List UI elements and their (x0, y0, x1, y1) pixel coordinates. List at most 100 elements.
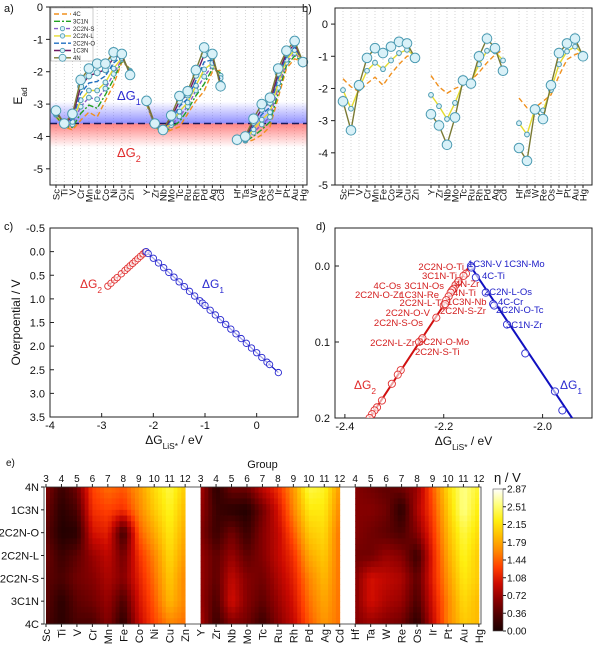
heat-cell (355, 538, 360, 545)
heat-cell (389, 572, 395, 579)
heat-cell (115, 538, 120, 545)
heat-cell (382, 492, 387, 499)
heat-cell (304, 606, 310, 613)
heat-cell (289, 612, 294, 619)
heat-cell (320, 584, 325, 591)
x-tick-label-Cr: Cr (87, 629, 99, 641)
heat-cell (436, 572, 441, 579)
heat-cell (223, 532, 229, 539)
heat-cell (324, 566, 329, 574)
heat-cell (301, 566, 306, 574)
heat-cell (335, 606, 341, 613)
panel-label-d: d) (316, 221, 326, 233)
heat-cell (138, 544, 144, 551)
heat-cell (84, 595, 89, 602)
heat-cell (76, 595, 82, 602)
heat-cell (219, 589, 225, 596)
heat-cell (281, 584, 287, 591)
heat-cell (204, 544, 209, 551)
heat-cell (289, 566, 294, 574)
heat-cell (297, 538, 302, 545)
heat-cell (208, 487, 213, 494)
heat-cell (382, 561, 387, 568)
heat-cell (378, 595, 383, 602)
heat-cell (231, 504, 236, 511)
heat-cell (459, 526, 464, 534)
data-point (489, 42, 501, 54)
heat-cell (444, 566, 449, 574)
heat-cell (115, 578, 120, 585)
heat-cell (84, 492, 89, 499)
group-tick-label: 8 (414, 474, 420, 485)
heat-cell (204, 515, 209, 522)
heat-cell (467, 515, 472, 522)
x-tick-label-Hg: Hg (298, 189, 309, 201)
data-point (170, 273, 178, 281)
heat-cell (204, 498, 209, 505)
heat-cell (266, 526, 271, 534)
point-label: 2C2N-S-Ti (415, 347, 460, 358)
heat-cell (270, 589, 275, 596)
x-tick-label-Ru: Ru (467, 189, 478, 201)
heat-cell (169, 526, 174, 534)
heat-cell (389, 487, 395, 494)
heat-cell (424, 584, 430, 591)
heat-cell (146, 509, 151, 516)
legend-label: 3C1N (73, 20, 88, 26)
heat-cell (359, 589, 364, 596)
heat-cell (447, 601, 453, 608)
heat-cell (459, 492, 464, 499)
heat-cell (146, 612, 151, 619)
heat-cell (463, 555, 468, 562)
data-point (180, 282, 188, 291)
heat-cell (366, 487, 372, 494)
heat-cell (57, 515, 62, 522)
heat-cell (246, 549, 252, 556)
heat-cell (409, 606, 414, 613)
heat-cell (107, 487, 113, 494)
x-tick-label-Ni: Ni (109, 189, 120, 198)
point-label: 2C2N-O-Mo (418, 337, 469, 348)
heat-cell (417, 601, 422, 608)
heat-cell (88, 595, 93, 602)
heat-cell (208, 549, 213, 556)
heat-cell (88, 561, 93, 568)
heat-cell (154, 589, 159, 596)
heat-cell (158, 515, 163, 522)
heat-cell (293, 549, 298, 556)
heat-cell (324, 555, 329, 562)
data-point (454, 277, 463, 286)
heat-cell (374, 601, 379, 608)
heat-cell (335, 566, 341, 574)
heat-cell (65, 578, 70, 585)
heat-cell (107, 544, 113, 551)
label-main: ΔG (145, 433, 162, 447)
heat-cell (200, 504, 205, 511)
heat-cell (69, 572, 74, 579)
heat-cell (382, 606, 387, 613)
heat-cell (312, 566, 317, 574)
heat-cell (127, 504, 132, 511)
data-point (372, 59, 378, 66)
heat-cell (386, 521, 391, 528)
heat-cell (165, 618, 171, 625)
heat-cell (69, 526, 74, 534)
heat-cell (467, 601, 472, 608)
heat-cell (76, 526, 82, 534)
heat-cell (65, 532, 70, 539)
heat-cell (475, 572, 480, 579)
heat-cell (173, 561, 178, 568)
plot-frame (334, 7, 593, 186)
heat-cell (316, 555, 321, 562)
heat-cell (320, 566, 325, 574)
heat-cell (270, 521, 275, 528)
heat-cell (366, 504, 372, 511)
heat-cell (204, 492, 209, 499)
heat-cell (328, 601, 333, 608)
x-tick-label-Mn: Mn (103, 629, 115, 644)
heat-cell (165, 549, 171, 556)
heat-cell (471, 584, 476, 591)
heat-cell (80, 584, 86, 591)
heat-cell (84, 515, 89, 522)
heat-cell (304, 584, 310, 591)
